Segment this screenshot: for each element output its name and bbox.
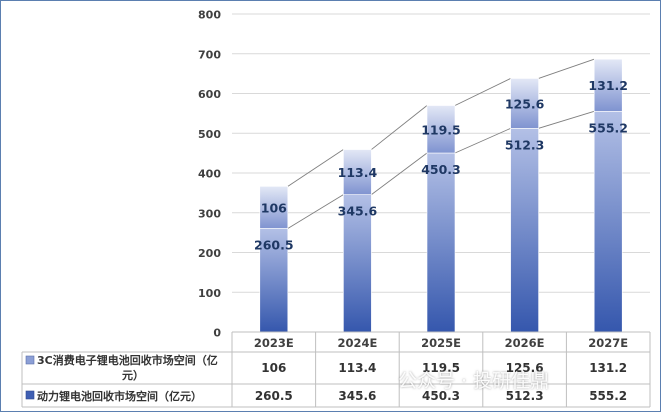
data-labels: 106 260.5 113.4 345.6 119.5 450.3 125.6 512.3 13…	[254, 78, 628, 252]
y-tick-label: 100	[198, 287, 221, 300]
x-category-label: 2026E	[505, 336, 545, 350]
trend-line-power	[371, 152, 428, 195]
x-category-label: 2023E	[254, 336, 294, 350]
legend-label-3c-continued: 元）	[122, 369, 144, 382]
y-tick-label: 600	[198, 88, 221, 101]
bar-segment-power-battery	[426, 152, 456, 333]
trend-line-total	[287, 149, 344, 187]
data-label-3c: 125.6	[505, 96, 545, 111]
x-category-label: 2024E	[337, 336, 377, 350]
table-cell-value: 119.5	[422, 361, 460, 375]
bar-segment-3c-battery	[343, 149, 372, 195]
bar-segment-3c-battery	[510, 78, 539, 129]
table-cell-value: 125.6	[506, 361, 544, 375]
table-cell-value: 106	[261, 361, 286, 375]
trend-line-total	[454, 78, 511, 106]
x-category-label: 2027E	[588, 336, 628, 350]
legend-swatch-3c	[25, 355, 35, 365]
trend-line-power	[454, 127, 511, 154]
bar-segment-power-battery	[593, 111, 623, 333]
table-cell-value: 555.2	[589, 389, 627, 403]
table-cell-value: 450.3	[422, 389, 460, 403]
bar-segment-3c-battery	[593, 58, 623, 112]
y-tick-label: 300	[198, 207, 221, 220]
data-label-power: 555.2	[588, 120, 628, 135]
bar-segment-power-battery	[259, 228, 289, 333]
data-label-3c: 113.4	[338, 165, 378, 180]
trend-line-power	[287, 194, 344, 229]
table-cell-value: 512.3	[506, 389, 544, 403]
bar-segment-power-battery	[510, 128, 539, 333]
trend-lines	[287, 58, 595, 229]
watermark-text: 公众号 · 投研佳鼎	[398, 370, 550, 392]
legend-label-power: 动力锂电池回收市场空间（亿元）	[37, 389, 202, 403]
data-label-3c: 119.5	[421, 122, 461, 137]
data-label-3c: 106	[261, 200, 287, 215]
data-label-power: 512.3	[505, 137, 545, 152]
y-tick-label: 0	[213, 327, 221, 340]
table-cell-value: 131.2	[589, 361, 627, 375]
bar-segment-3c-battery	[259, 186, 289, 229]
trend-line-total	[538, 58, 595, 79]
trend-line-power	[538, 110, 595, 129]
data-table: 2023E 2024E 2025E 2026E 2027E 3C消费电子锂电池回收市场空间…	[21, 331, 651, 408]
y-tick-label: 800	[198, 9, 221, 22]
y-tick-label: 500	[198, 128, 221, 141]
data-label-power: 345.6	[338, 204, 378, 219]
bars	[259, 58, 623, 333]
bar-segment-power-battery	[343, 194, 372, 333]
table-cell-value: 345.6	[338, 389, 376, 403]
y-axis: 0 100 200 300 400 500 600 700 800	[198, 9, 221, 340]
table-cell-value: 113.4	[338, 361, 376, 375]
y-tick-label: 700	[198, 48, 221, 61]
y-tick-label: 400	[198, 168, 221, 181]
trend-line-total	[371, 105, 428, 150]
legend-swatch-power	[25, 390, 35, 400]
data-label-3c: 131.2	[588, 78, 628, 93]
y-tick-label: 200	[198, 247, 221, 260]
x-category-label: 2025E	[421, 336, 461, 350]
legend-label-3c: 3C消费电子锂电池回收市场空间（亿	[37, 353, 218, 367]
table-cell-value: 260.5	[255, 389, 293, 403]
data-label-power: 450.3	[421, 162, 461, 177]
bar-segment-3c-battery	[426, 105, 456, 154]
data-label-power: 260.5	[254, 237, 294, 252]
